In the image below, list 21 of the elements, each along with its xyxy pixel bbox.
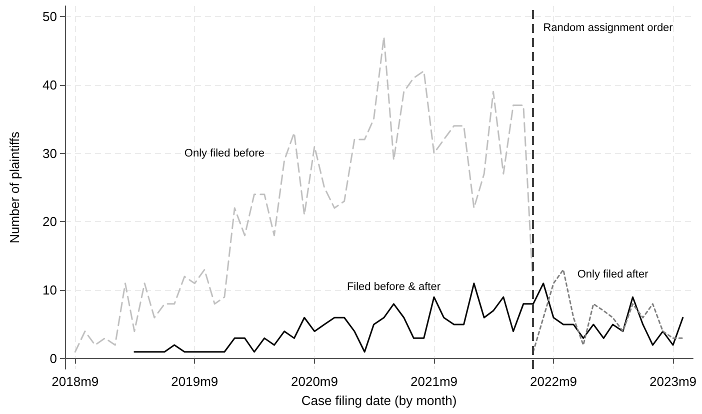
y-tick-label: 40 <box>42 77 57 92</box>
x-tick-label: 2018m9 <box>52 374 99 389</box>
x-tick-label: 2023m9 <box>650 374 697 389</box>
y-tick-label: 30 <box>42 146 57 161</box>
x-tick-label: 2021m9 <box>410 374 458 389</box>
series-label: Only filed after <box>577 268 649 280</box>
series-label: Only filed before <box>184 147 265 160</box>
y-tick-label: 20 <box>42 214 57 230</box>
x-tick-label: 2019m9 <box>171 374 218 389</box>
y-tick-label: 50 <box>42 8 57 24</box>
series-label: Filed before & after <box>346 280 441 293</box>
ref-line-label: Random assignment order <box>543 22 674 34</box>
line-series <box>74 36 534 353</box>
line-series <box>532 268 684 353</box>
y-axis-title: Number of plaintiffs <box>7 131 22 244</box>
x-tick-label: 2020m9 <box>291 374 338 389</box>
y-tick-label: 0 <box>50 351 57 366</box>
y-tick-label: 10 <box>42 282 57 298</box>
x-tick-label: 2022m9 <box>530 374 578 389</box>
line-series <box>134 282 684 353</box>
x-axis-title: Case filing date (by month) <box>301 393 457 408</box>
